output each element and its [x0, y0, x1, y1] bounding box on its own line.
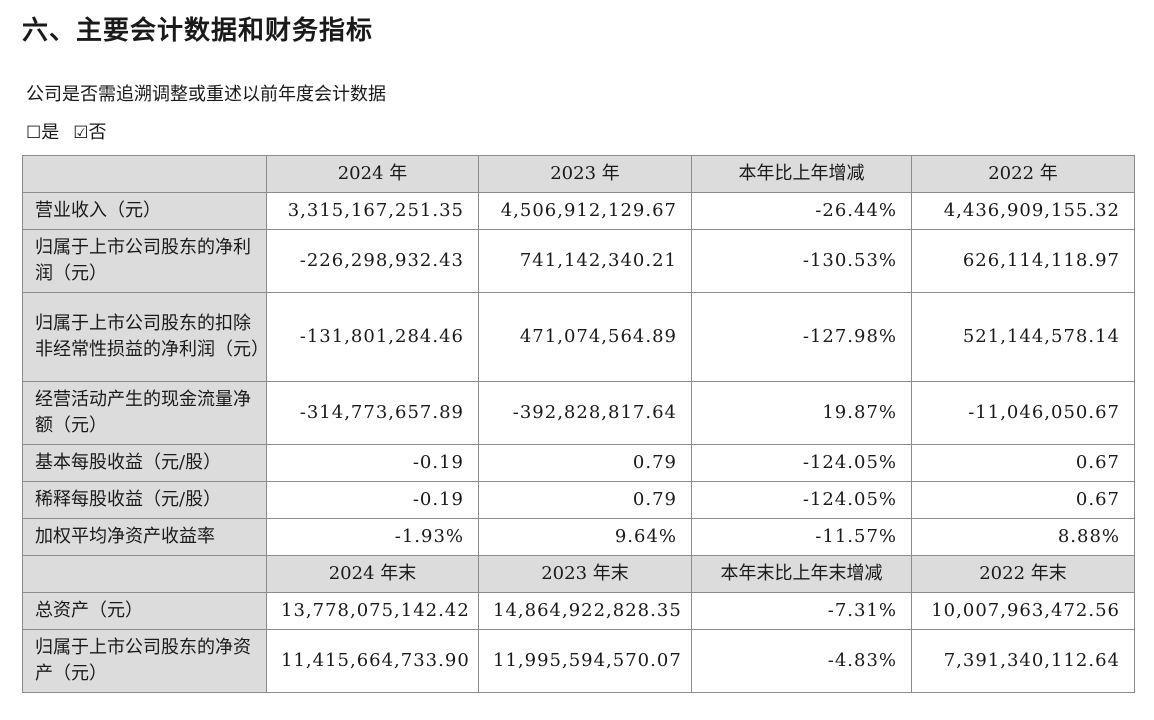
value-2024: -131,801,284.46: [266, 292, 479, 382]
value-2023: 14,864,922,828.35: [478, 592, 692, 630]
value-2022: 0.67: [911, 481, 1135, 519]
yes-label: 是: [41, 122, 60, 143]
value-2024: 11,415,664,733.90: [266, 629, 479, 693]
value-2024: -226,298,932.43: [266, 229, 479, 293]
table-row: 经营活动产生的现金流量净额（元） -314,773,657.89 -392,82…: [22, 381, 1135, 445]
value-2022: 4,436,909,155.32: [911, 192, 1135, 230]
value-2023: 9.64%: [478, 518, 692, 556]
value-2022: 8.88%: [911, 518, 1135, 556]
value-2023: 4,506,912,129.67: [478, 192, 692, 230]
value-2022: -11,046,050.67: [911, 381, 1135, 445]
value-2023: 471,074,564.89: [478, 292, 692, 382]
value-2024: -314,773,657.89: [266, 381, 479, 445]
header-cell: [22, 155, 267, 193]
row-label: 总资产（元）: [22, 592, 267, 630]
value-change: -26.44%: [691, 192, 912, 230]
value-change: -124.05%: [691, 444, 912, 482]
financial-indicators-table: 2024 年 2023 年 本年比上年增减 2022 年 营业收入（元） 3,3…: [22, 155, 1135, 693]
header-cell: 2022 年末: [911, 555, 1135, 593]
value-change: -130.53%: [691, 229, 912, 293]
header-cell: 2022 年: [911, 155, 1135, 193]
header-cell: 2023 年: [478, 155, 692, 193]
table-row: 营业收入（元） 3,315,167,251.35 4,506,912,129.6…: [22, 192, 1135, 230]
value-2024: 3,315,167,251.35: [266, 192, 479, 230]
table-row: 加权平均净资产收益率 -1.93% 9.64% -11.57% 8.88%: [22, 518, 1135, 556]
value-2022: 10,007,963,472.56: [911, 592, 1135, 630]
table-subheader-row: 2024 年末 2023 年末 本年末比上年末增减 2022 年末: [22, 555, 1135, 593]
row-label: 营业收入（元）: [22, 192, 267, 230]
value-change: -7.31%: [691, 592, 912, 630]
table-row: 稀释每股收益（元/股） -0.19 0.79 -124.05% 0.67: [22, 481, 1135, 519]
value-2023: -392,828,817.64: [478, 381, 692, 445]
value-2023: 741,142,340.21: [478, 229, 692, 293]
value-2024: -0.19: [266, 481, 479, 519]
value-2023: 0.79: [478, 444, 692, 482]
header-cell: 2024 年: [266, 155, 479, 193]
yes-checkbox-icon: ☐: [26, 123, 42, 143]
header-cell: 本年比上年增减: [691, 155, 912, 193]
value-change: -11.57%: [691, 518, 912, 556]
table-row: 归属于上市公司股东的净资产（元） 11,415,664,733.90 11,99…: [22, 629, 1135, 693]
value-2023: 11,995,594,570.07: [478, 629, 692, 693]
row-label: 加权平均净资产收益率: [22, 518, 267, 556]
row-label: 归属于上市公司股东的扣除非经常性损益的净利润（元）: [22, 292, 269, 382]
no-checkbox-checked-icon: ☑: [73, 123, 89, 143]
table-row: 总资产（元） 13,778,075,142.42 14,864,922,828.…: [22, 592, 1135, 630]
table-row: 归属于上市公司股东的净利润（元） -226,298,932.43 741,142…: [22, 229, 1135, 293]
value-change: -127.98%: [691, 292, 912, 382]
value-2023: 0.79: [478, 481, 692, 519]
value-2022: 0.67: [911, 444, 1135, 482]
section-heading: 六、主要会计数据和财务指标: [22, 16, 374, 46]
table-row: 归属于上市公司股东的扣除非经常性损益的净利润（元） -131,801,284.4…: [22, 292, 1135, 382]
no-label: 否: [88, 122, 107, 143]
restatement-answer: ☐是 ☑否: [26, 118, 107, 144]
value-2024: -1.93%: [266, 518, 479, 556]
row-label: 归属于上市公司股东的净利润（元）: [22, 229, 267, 293]
row-label: 稀释每股收益（元/股）: [22, 481, 267, 519]
value-change: 19.87%: [691, 381, 912, 445]
value-2022: 521,144,578.14: [911, 292, 1135, 382]
row-label: 基本每股收益（元/股）: [22, 444, 267, 482]
restatement-question: 公司是否需追溯调整或重述以前年度会计数据: [26, 84, 386, 105]
header-cell: 2023 年末: [478, 555, 692, 593]
value-2024: 13,778,075,142.42: [266, 592, 479, 630]
table-row: 基本每股收益（元/股） -0.19 0.79 -124.05% 0.67: [22, 444, 1135, 482]
value-change: -124.05%: [691, 481, 912, 519]
header-cell: 2024 年末: [266, 555, 479, 593]
value-2022: 626,114,118.97: [911, 229, 1135, 293]
row-label: 归属于上市公司股东的净资产（元）: [22, 629, 267, 693]
table-header-row: 2024 年 2023 年 本年比上年增减 2022 年: [22, 155, 1135, 193]
value-2024: -0.19: [266, 444, 479, 482]
header-cell: 本年末比上年末增减: [691, 555, 912, 593]
value-change: -4.83%: [691, 629, 912, 693]
row-label: 经营活动产生的现金流量净额（元）: [22, 381, 267, 445]
value-2022: 7,391,340,112.64: [911, 629, 1135, 693]
header-cell: [22, 555, 267, 593]
